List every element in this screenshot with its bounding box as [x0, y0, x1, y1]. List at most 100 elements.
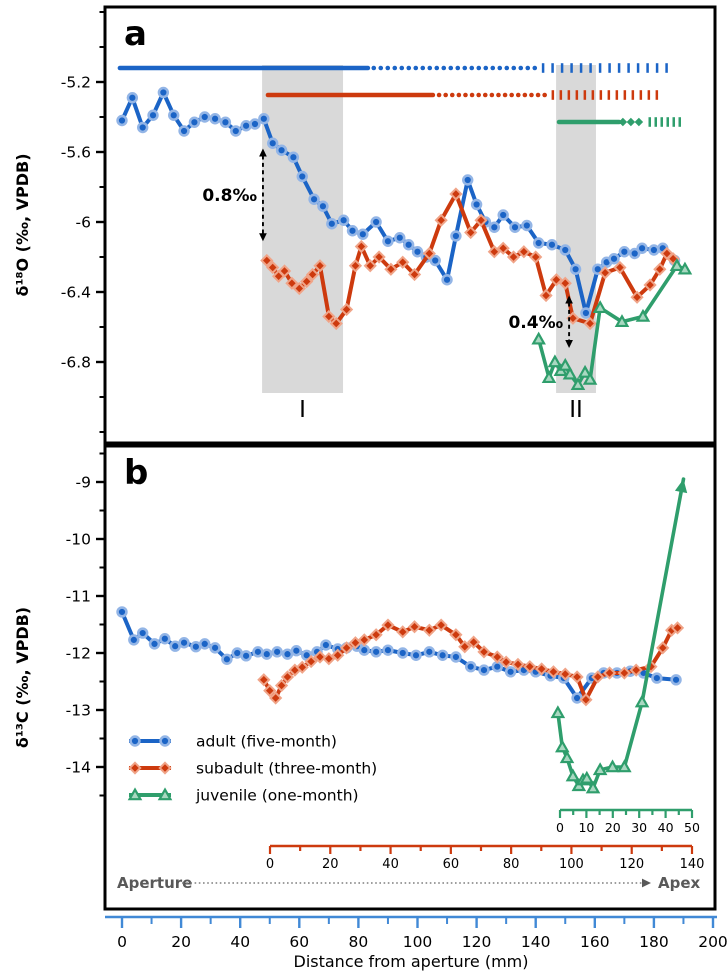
growth-bar-dot — [502, 92, 508, 98]
secondary-axis-tick-label: 40 — [382, 857, 399, 872]
growth-bar-dot — [462, 65, 468, 71]
data-point-diamond — [529, 250, 543, 264]
data-point-circle — [199, 638, 211, 650]
data-point-circle — [628, 247, 641, 260]
data-point-circle — [462, 174, 474, 186]
growth-bar-dot — [529, 92, 534, 98]
growth-bar-dot — [509, 92, 514, 98]
growth-bar-dot — [399, 65, 405, 71]
apex-label: Apex — [658, 874, 701, 892]
data-point-triangle — [531, 331, 546, 345]
data-point-diamond — [653, 262, 667, 276]
data-point-circle — [436, 649, 449, 661]
data-point-diamond — [558, 667, 572, 681]
annotation-1: 0.8‰ — [202, 148, 267, 242]
data-point-diamond — [407, 267, 422, 282]
data-point-circle — [129, 735, 141, 747]
data-point-diamond — [313, 259, 327, 273]
data-point-diamond — [381, 618, 395, 632]
data-point-diamond — [656, 641, 670, 655]
data-point-diamond — [467, 635, 481, 649]
data-point-diamond — [499, 655, 513, 669]
growth-bar-dot — [535, 92, 541, 98]
data-point-circle — [423, 646, 436, 658]
band-rect — [556, 65, 596, 393]
data-point-circle — [126, 92, 139, 104]
data-point-circle — [470, 198, 483, 211]
x-tick-label: 20 — [171, 933, 191, 951]
data-point-diamond — [630, 290, 644, 304]
data-point-diamond — [313, 650, 327, 664]
growth-bar-dot — [469, 65, 475, 71]
data-point-diamond — [407, 620, 422, 634]
data-point-circle — [326, 218, 338, 230]
secondary-axis-tick-label: 20 — [322, 857, 339, 872]
data-point-circle — [441, 274, 453, 286]
data-point-diamond — [280, 670, 295, 684]
y-tick-label: -14 — [66, 759, 91, 777]
data-point-circle — [136, 121, 149, 134]
x-tick-label: 100 — [403, 933, 433, 951]
data-point-circle — [168, 109, 180, 121]
data-point-circle — [190, 641, 202, 653]
shaded-band-I: I — [262, 65, 344, 423]
series-juvenile-a — [531, 258, 693, 391]
y-tick-label: -10 — [66, 531, 91, 549]
data-point-triangle — [559, 750, 575, 764]
growth-bar-dot — [542, 92, 547, 98]
data-point-diamond — [369, 628, 383, 642]
data-point-diamond — [269, 691, 283, 705]
secondary-axis-tick-label: 80 — [503, 857, 520, 872]
data-point-diamond — [517, 245, 531, 259]
band-label-I: I — [299, 397, 306, 423]
data-point-diamond — [357, 633, 371, 647]
data-point-diamond — [579, 693, 593, 707]
y-tick-label: -12 — [66, 645, 91, 663]
data-point-circle — [370, 216, 382, 228]
growth-bar-dot — [420, 65, 426, 71]
data-point-circle — [370, 646, 382, 658]
data-point-circle — [546, 239, 558, 251]
data-point-diamond — [339, 641, 354, 655]
data-point-diamond — [305, 267, 320, 282]
data-point-diamond — [487, 245, 501, 259]
annotation-text: 0.4‰ — [508, 313, 563, 333]
data-point-circle — [488, 221, 501, 233]
data-point-triangle — [570, 377, 586, 391]
growth-bar-dot — [476, 65, 482, 71]
data-point-circle — [128, 634, 140, 646]
data-point-circle — [271, 646, 283, 658]
data-point-triangle — [565, 768, 581, 782]
series-juvenile-b — [550, 477, 688, 794]
growth-bar-diamond — [626, 117, 636, 127]
data-point-diamond — [322, 652, 336, 666]
data-point-triangle — [582, 371, 598, 385]
data-point-circle — [464, 660, 477, 673]
data-point-diamond — [384, 262, 398, 276]
growth-bar-dot — [455, 65, 461, 71]
data-point-diamond — [304, 654, 318, 669]
panel-b: -9 -10 -11 -12 -13 -14 δ¹³C (‰, VPDB) b — [13, 444, 717, 911]
main-x-axis: 0 20 40 60 80 100 120 140 160 180 200 Distance from… — [105, 915, 728, 971]
data-point-triangle — [592, 762, 608, 776]
data-point-triangle — [605, 759, 620, 773]
growth-bar-dot — [463, 92, 468, 98]
growth-bar-dot — [448, 65, 454, 71]
growth-bar-dot — [434, 65, 440, 71]
data-point-circle — [357, 228, 369, 240]
growth-bar-dot — [522, 92, 528, 98]
data-point-diamond — [549, 273, 563, 287]
x-tick-label: 40 — [230, 933, 250, 951]
data-point-circle — [411, 246, 424, 258]
growth-bar-subadult — [265, 90, 659, 100]
band-rect — [262, 65, 344, 393]
data-point-diamond — [292, 281, 306, 296]
data-point-circle — [670, 674, 682, 686]
growth-bar-dot — [441, 65, 447, 71]
data-point-diamond — [372, 250, 386, 264]
data-point-diamond — [496, 241, 510, 255]
secondary-axis-tick-label: 120 — [619, 857, 644, 872]
data-point-circle — [648, 244, 660, 256]
growth-bar-dot — [489, 92, 495, 98]
annotation-2: 0.4‰ — [508, 295, 573, 348]
